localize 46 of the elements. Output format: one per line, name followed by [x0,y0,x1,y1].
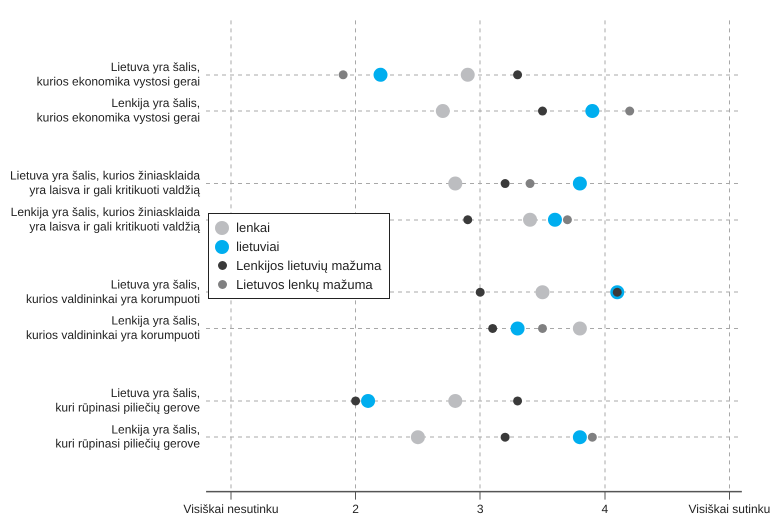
legend-label: lietuviai [236,238,280,256]
legend-label: Lietuvos lenkų mažuma [236,276,373,294]
y-tick-label: Lietuva yra šalis, kurios žiniasklaida yra laisva ir gali kritikuoti valdžią [10,168,200,198]
point [588,432,597,442]
point [536,285,550,300]
point [448,394,462,408]
point [585,104,600,118]
point [548,212,562,227]
y-tick-label: Lenkija yra šalis, kurios valdininkai yra korumpuoti [26,314,200,342]
point [513,70,522,80]
point [513,396,522,406]
y-tick-label: Lenkija yra šalis, kuri rūpinasi piliečių gerove [55,422,200,451]
point [538,106,547,116]
point [500,179,510,188]
point [436,104,450,118]
point [338,70,348,80]
x-tick-label: Visiškai nesutinku [183,502,279,516]
point [572,176,587,191]
point [463,215,472,224]
point [361,394,376,408]
point [510,321,525,336]
point [374,68,388,82]
point [476,288,485,297]
y-tick-label: Lietuva yra šalis, kurios ekonomika vystosi gerai [36,60,200,88]
point [625,106,634,116]
point [526,179,535,188]
point [500,432,510,442]
legend-label: Lenkijos lietuvių mažuma [236,257,382,275]
x-tick-label: Visiškai sutinku [688,502,770,516]
x-tick-label: 2 [352,502,360,516]
point [572,321,587,336]
point [562,215,572,224]
y-tick-label: Lenkija yra šalis, kurios ekonomika vystosi gerai [36,96,200,125]
point [572,430,587,444]
point [538,324,547,333]
point [523,212,538,227]
legend-label: lenkai [236,219,270,237]
x-tick-label: 4 [601,502,608,516]
point [460,68,475,82]
point [448,176,462,191]
point [410,430,425,444]
y-tick-label: Lenkija yra šalis, kurios žiniasklaida yra laisva ir gali kritikuoti valdžią [10,204,200,234]
point [488,324,498,333]
y-tick-label: Lietuva yra šalis, kurios valdininkai yra korumpuoti [26,277,200,306]
y-tick-label: Lietuva yra šalis, kuri rūpinasi piliečių gerove [55,386,200,414]
x-tick-label: 3 [476,502,484,516]
